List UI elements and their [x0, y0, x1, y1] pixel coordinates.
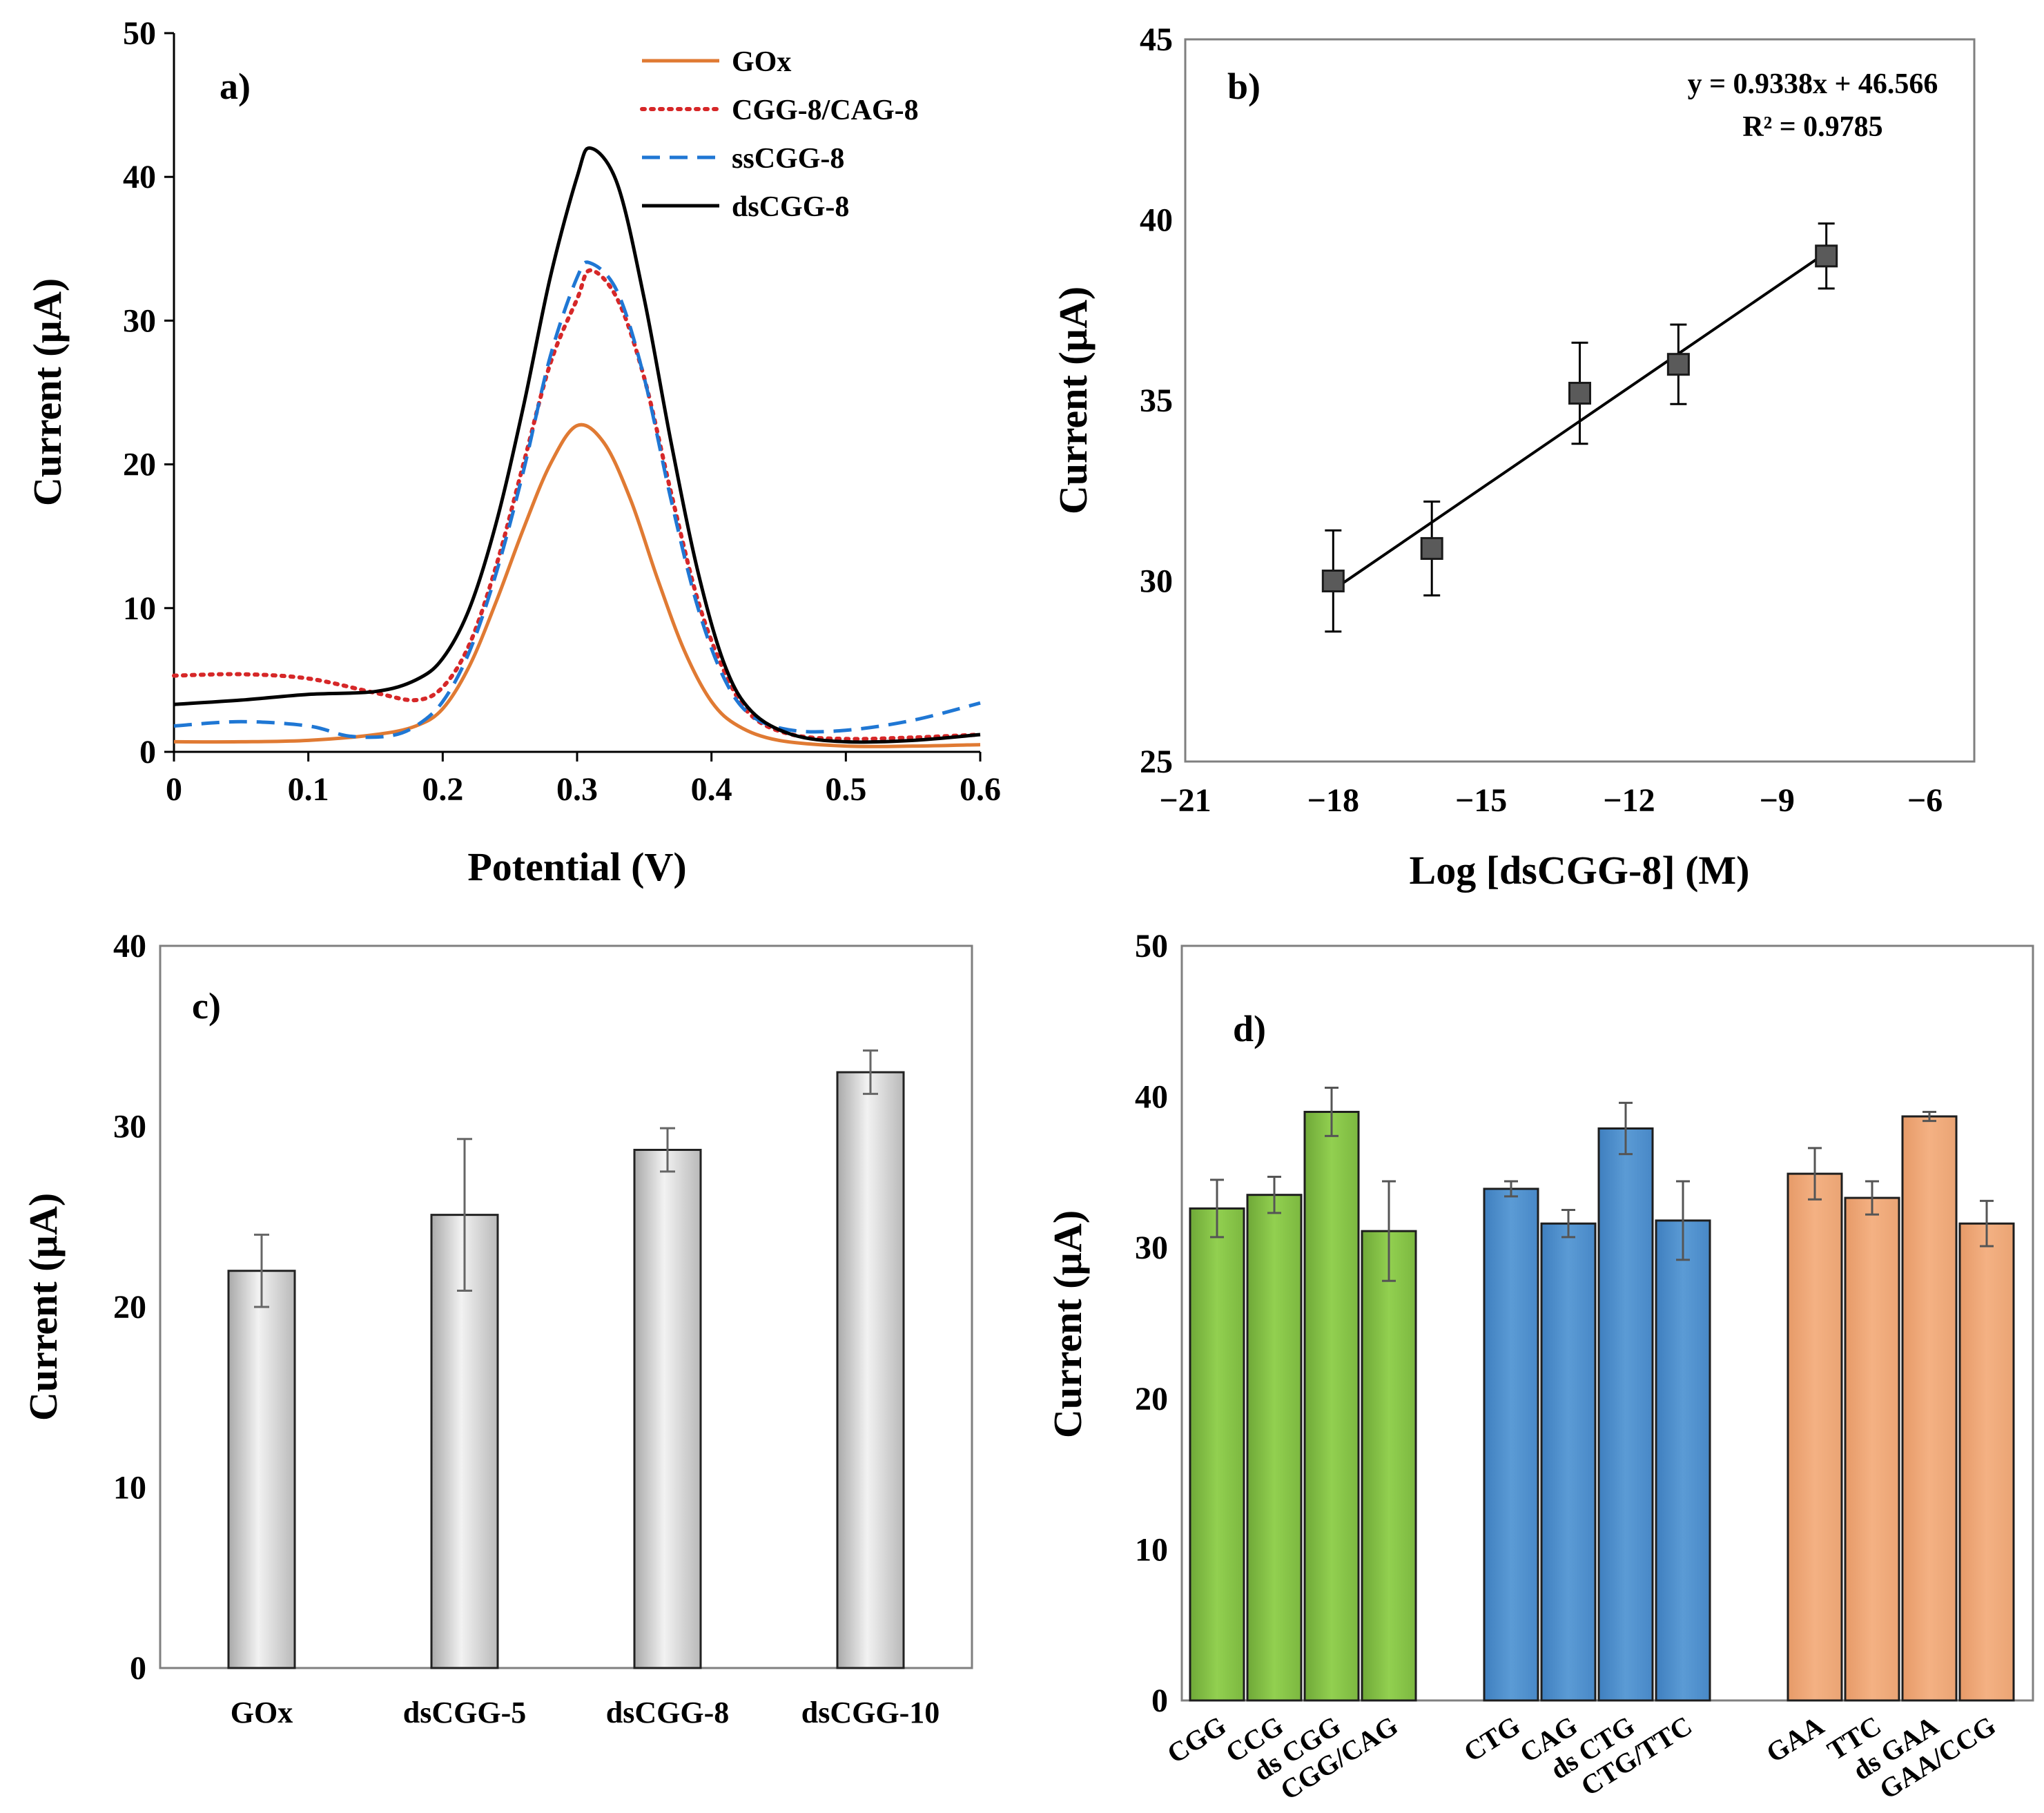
b-x-tick-label: −6 [1907, 782, 1943, 819]
c-category-label: dsCGG-10 [801, 1696, 940, 1729]
d-bar [1540, 1222, 1597, 1702]
a-legend-label-3: ssCGG-8 [732, 143, 844, 175]
b-y-axis-title: Current (µA) [1051, 287, 1096, 514]
d-y-tick-label: 20 [1135, 1381, 1168, 1417]
b-plot-frame [1184, 38, 1976, 763]
c-bar [227, 1270, 296, 1669]
c-category-label: dsCGG-5 [403, 1696, 526, 1729]
a-y-tick-label: 30 [123, 302, 156, 339]
a-y-tick-label: 50 [123, 15, 156, 52]
d-category-label: CTG [1458, 1709, 1525, 1767]
d-y-tick-label: 30 [1135, 1230, 1168, 1266]
b-y-tick-label: 40 [1140, 202, 1173, 239]
c-y-tick-label: 40 [113, 928, 146, 964]
a-series-line-1 [173, 423, 981, 748]
a-x-tick-label: 0 [166, 771, 182, 808]
a-y-tick-label: 20 [123, 447, 156, 483]
b-y-tick-label: 35 [1140, 382, 1173, 419]
c-category-label: GOx [231, 1696, 293, 1729]
a-y-tick-label: 0 [139, 734, 156, 770]
d-bar [1655, 1219, 1711, 1702]
b-data-point [1420, 536, 1443, 560]
a-x-tick-label: 0.1 [288, 771, 329, 808]
d-y-tick-label: 40 [1135, 1079, 1168, 1116]
d-category-label: CGG [1162, 1709, 1232, 1769]
a-panel-label: a) [220, 66, 251, 107]
d-bar [1483, 1187, 1539, 1702]
b-x-tick-label: −18 [1307, 782, 1359, 819]
c-panel-label: c) [192, 985, 221, 1027]
a-x-tick-label: 0.4 [691, 771, 732, 808]
c-plot-frame [159, 944, 973, 1669]
panel-c: 0 10 20 30 40 GOx dsCGG-5 dsCGG-8 dsCGG-10 c) C… [21, 928, 973, 1729]
a-x-axis-title: Potential (V) [467, 844, 686, 889]
panel-b: 25 30 35 40 45 −21 −18 −15 −12 −9 −6 b) y = 0.933… [1051, 21, 1976, 893]
d-bar [1303, 1110, 1360, 1702]
b-data-point [1666, 353, 1690, 376]
b-panel-label: b) [1227, 66, 1261, 107]
d-bar [1844, 1196, 1900, 1702]
b-y-tick-label: 25 [1140, 744, 1173, 780]
d-y-tick-label: 0 [1151, 1683, 1168, 1719]
d-category-label: GAA [1761, 1709, 1829, 1768]
b-x-tick-label: −15 [1455, 782, 1507, 819]
d-y-axis-title: Current (µA) [1045, 1210, 1090, 1438]
a-legend-label-4: dsCGG-8 [732, 191, 849, 223]
b-data-point [1568, 382, 1591, 405]
c-y-tick-label: 30 [113, 1109, 146, 1145]
d-bar [1597, 1127, 1654, 1702]
b-x-tick-label: −21 [1159, 782, 1211, 819]
a-legend: GOx CGG-8/CAG-8 ssCGG-8 dsCGG-8 [640, 46, 919, 223]
a-legend-label-2: CGG-8/CAG-8 [732, 95, 919, 126]
b-y-tick-label: 30 [1140, 563, 1173, 600]
a-series-line-2 [172, 268, 982, 741]
b-x-tick-label: −12 [1603, 782, 1655, 819]
d-panel-label: d) [1233, 1008, 1266, 1049]
c-y-tick-label: 10 [113, 1470, 146, 1506]
a-x-tick-label: 0.3 [556, 771, 598, 808]
a-y-tick-label: 10 [123, 590, 156, 627]
a-y-tick-label: 40 [123, 159, 156, 195]
d-bar [1787, 1172, 1843, 1702]
a-series-line-4 [173, 146, 981, 744]
d-y-tick-label: 50 [1135, 928, 1168, 964]
b-data-point [1815, 244, 1838, 268]
c-y-axis-title: Current (µA) [21, 1193, 66, 1421]
a-legend-label-1: GOx [732, 46, 791, 78]
c-y-tick-label: 0 [130, 1650, 146, 1687]
b-x-tick-label: −9 [1760, 782, 1795, 819]
a-x-tick-label: 0.5 [825, 771, 866, 808]
c-category-label: dsCGG-8 [606, 1696, 729, 1729]
c-y-tick-label: 20 [113, 1289, 146, 1326]
c-bar [836, 1071, 905, 1669]
a-x-tick-label: 0.6 [960, 771, 1001, 808]
b-fit-equation: y = 0.9338x + 46.566 [1688, 68, 1938, 100]
d-y-tick-label: 10 [1135, 1531, 1168, 1568]
d-bar [1189, 1207, 1245, 1702]
b-r-squared: R² = 0.9785 [1742, 111, 1882, 143]
d-bar [1901, 1115, 1958, 1702]
panel-a: 0 10 20 30 40 50 0 0.1 0.2 0.3 0.4 0.5 0.6 a) Poten… [25, 15, 1001, 889]
a-x-tick-label: 0.2 [422, 771, 463, 808]
d-bar [1958, 1222, 2015, 1702]
d-bar [1361, 1230, 1417, 1702]
d-bar [1246, 1194, 1303, 1702]
b-x-axis-title: Log [dsCGG-8] (M) [1410, 848, 1750, 893]
a-series-line-3 [173, 260, 981, 739]
b-data-point [1321, 570, 1345, 592]
b-y-tick-label: 45 [1140, 21, 1173, 58]
c-bar [633, 1148, 702, 1669]
a-y-axis-title: Current (µA) [25, 278, 70, 506]
